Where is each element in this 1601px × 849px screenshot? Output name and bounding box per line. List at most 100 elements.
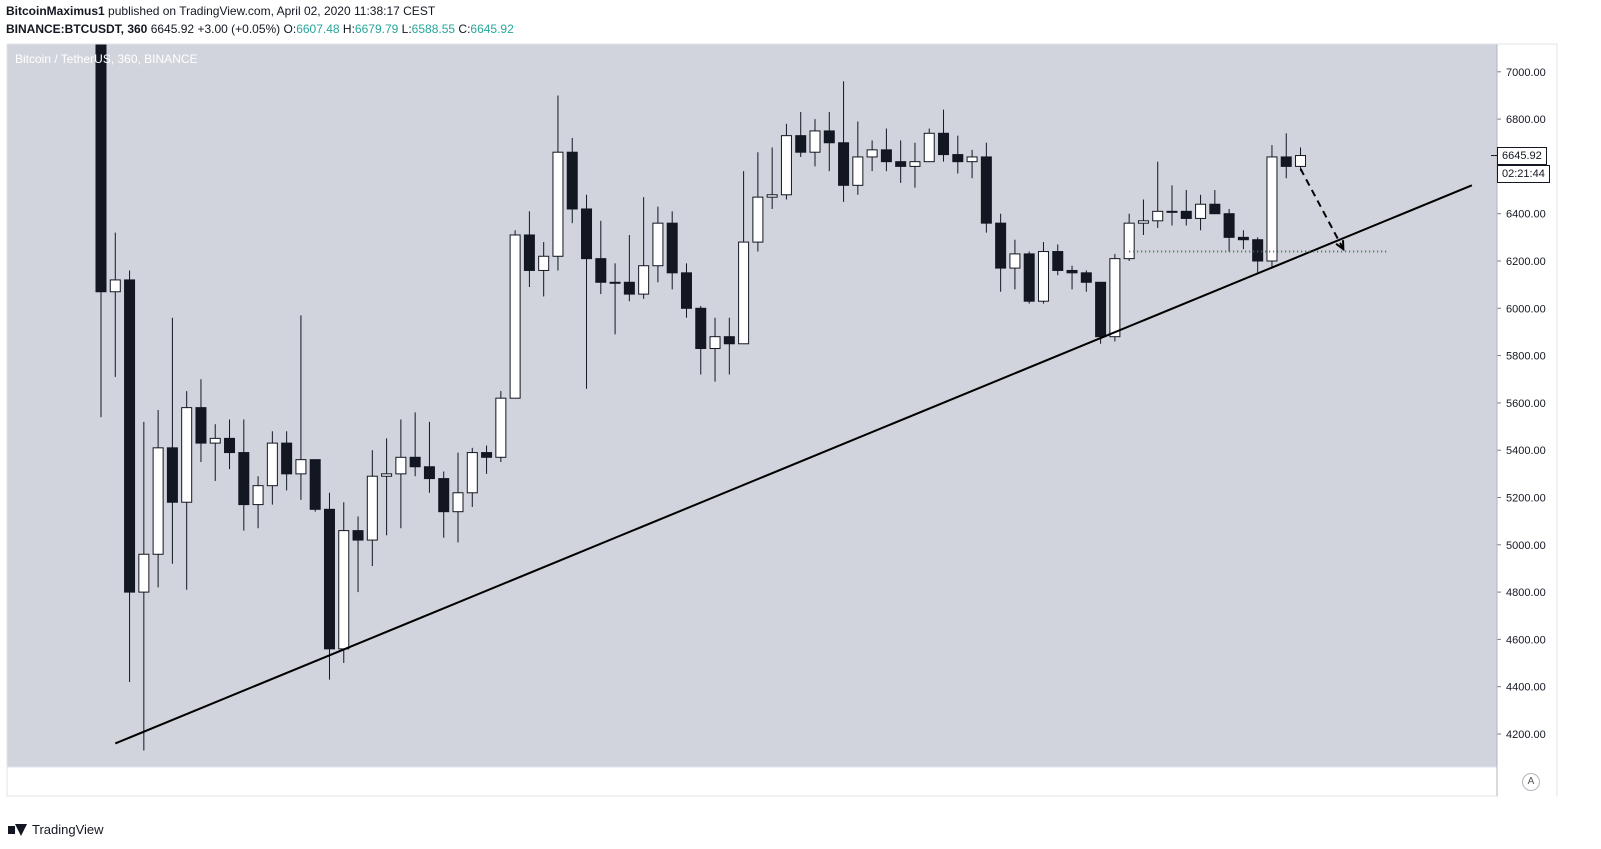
candle-up [495, 397, 507, 458]
candle-down [1023, 253, 1035, 302]
close-value: 6645.92 [470, 22, 514, 36]
candle-down [166, 447, 178, 503]
price-tick-label: 5200.00 [1506, 493, 1546, 505]
candle-down [838, 142, 850, 186]
candle-up [1195, 203, 1207, 219]
last-price-tag: 6645.92 [1497, 146, 1547, 165]
candle-up [466, 452, 478, 494]
candle-down [195, 407, 207, 444]
price-tick-label: 5600.00 [1506, 398, 1546, 410]
symbol-label: BINANCE:BTCUSDT, 360 [6, 22, 148, 36]
candle-up [909, 161, 921, 167]
plot-area[interactable] [7, 44, 1497, 767]
candle-down [980, 156, 992, 224]
candle-up [866, 149, 878, 158]
candle-down [723, 336, 735, 345]
ascending-trendline [114, 184, 1473, 745]
candle-up [295, 459, 307, 475]
candle-down [1095, 281, 1107, 338]
price-change: +3.00 (+0.05%) [197, 22, 281, 36]
candle-up [395, 456, 407, 475]
tradingview-brand[interactable]: TradingView [8, 822, 104, 837]
candle-down [352, 530, 364, 541]
price-tick-label: 6200.00 [1506, 256, 1546, 268]
candle-down [595, 258, 607, 283]
high-label: H: [342, 22, 355, 36]
price-tick-label: 7000.00 [1506, 67, 1546, 79]
candle-down [438, 478, 450, 513]
candle-up [209, 437, 221, 444]
low-label: L: [401, 22, 412, 36]
candle-up [766, 194, 778, 198]
chart-title: Bitcoin / TetherUS, 360, BINANCE [15, 52, 198, 66]
low-value: 6588.55 [411, 22, 456, 36]
candle-up [738, 241, 750, 345]
candle-up [552, 151, 564, 257]
candle-down [1180, 210, 1192, 219]
candle-up [138, 553, 150, 593]
candle-up [538, 255, 550, 271]
candle-up [1037, 251, 1049, 302]
price-tick-label: 4200.00 [1506, 729, 1546, 741]
candle-down [880, 149, 892, 163]
price-axis[interactable]: 4200.00 4400.00 4600.00 4800.00 5000.00 5200.… [1497, 67, 1546, 741]
candle-down [823, 130, 835, 144]
candle-down [566, 151, 578, 210]
price-tick-label: 6800.00 [1506, 114, 1546, 126]
candle-down [680, 272, 692, 309]
candle-up [809, 130, 821, 153]
open-label: O: [283, 22, 297, 36]
candles-group [95, 44, 1307, 751]
candle-up [266, 442, 278, 487]
candle-down [95, 44, 107, 293]
candle-up [1123, 222, 1135, 260]
price-tick-label: 4600.00 [1506, 634, 1546, 646]
auto-scale-button[interactable]: A [1522, 773, 1540, 791]
candle-up [509, 234, 521, 399]
candle-down [795, 135, 807, 153]
candle-up [923, 132, 935, 163]
candle-down [309, 459, 321, 510]
close-label: C: [458, 22, 471, 36]
price-tick-label: 6400.00 [1506, 209, 1546, 221]
candle-down [481, 452, 493, 458]
price-tick-label: 6000.00 [1506, 303, 1546, 315]
candle-up [1295, 155, 1307, 167]
arrow-head [1335, 240, 1345, 252]
price-tick-label: 5000.00 [1506, 540, 1546, 552]
ohlc-line: BINANCE:BTCUSDT, 360 6645.92 +3.00 (+0.0… [6, 20, 514, 38]
candle-up [1137, 220, 1149, 224]
candle-down [323, 508, 335, 650]
candle-up [181, 407, 193, 503]
candle-down [1280, 156, 1292, 167]
candle-down [1252, 239, 1264, 262]
candle-up [452, 492, 464, 513]
bar-countdown-tag: 02:21:44 [1497, 164, 1550, 183]
high-value: 6679.79 [354, 22, 399, 36]
publish-line: BitcoinMaximus1 published on TradingView… [6, 2, 514, 20]
candle-down [1080, 272, 1092, 283]
candle-down [124, 279, 136, 593]
publish-info: published on TradingView.com, April 02, … [108, 4, 436, 18]
candle-down [666, 222, 678, 274]
candle-up [1166, 210, 1178, 213]
time-axis-bg [6, 766, 1498, 797]
candle-up [852, 156, 864, 186]
candle-up [652, 222, 664, 267]
candle-down [1237, 236, 1249, 241]
candle-down [623, 281, 635, 295]
author-name[interactable]: BitcoinMaximus1 [6, 4, 105, 18]
candle-down [523, 234, 535, 271]
candle-up [109, 279, 121, 293]
candle-up [381, 473, 393, 477]
candle-down [281, 442, 293, 475]
candle-up [152, 447, 164, 555]
price-tick-label: 4400.00 [1506, 682, 1546, 694]
candle-up [1266, 156, 1278, 262]
candle-up [752, 196, 764, 243]
candle-up [638, 265, 650, 295]
candle-down [1223, 213, 1235, 238]
chart-header: BitcoinMaximus1 published on TradingView… [6, 2, 514, 38]
candle-up [338, 530, 350, 650]
